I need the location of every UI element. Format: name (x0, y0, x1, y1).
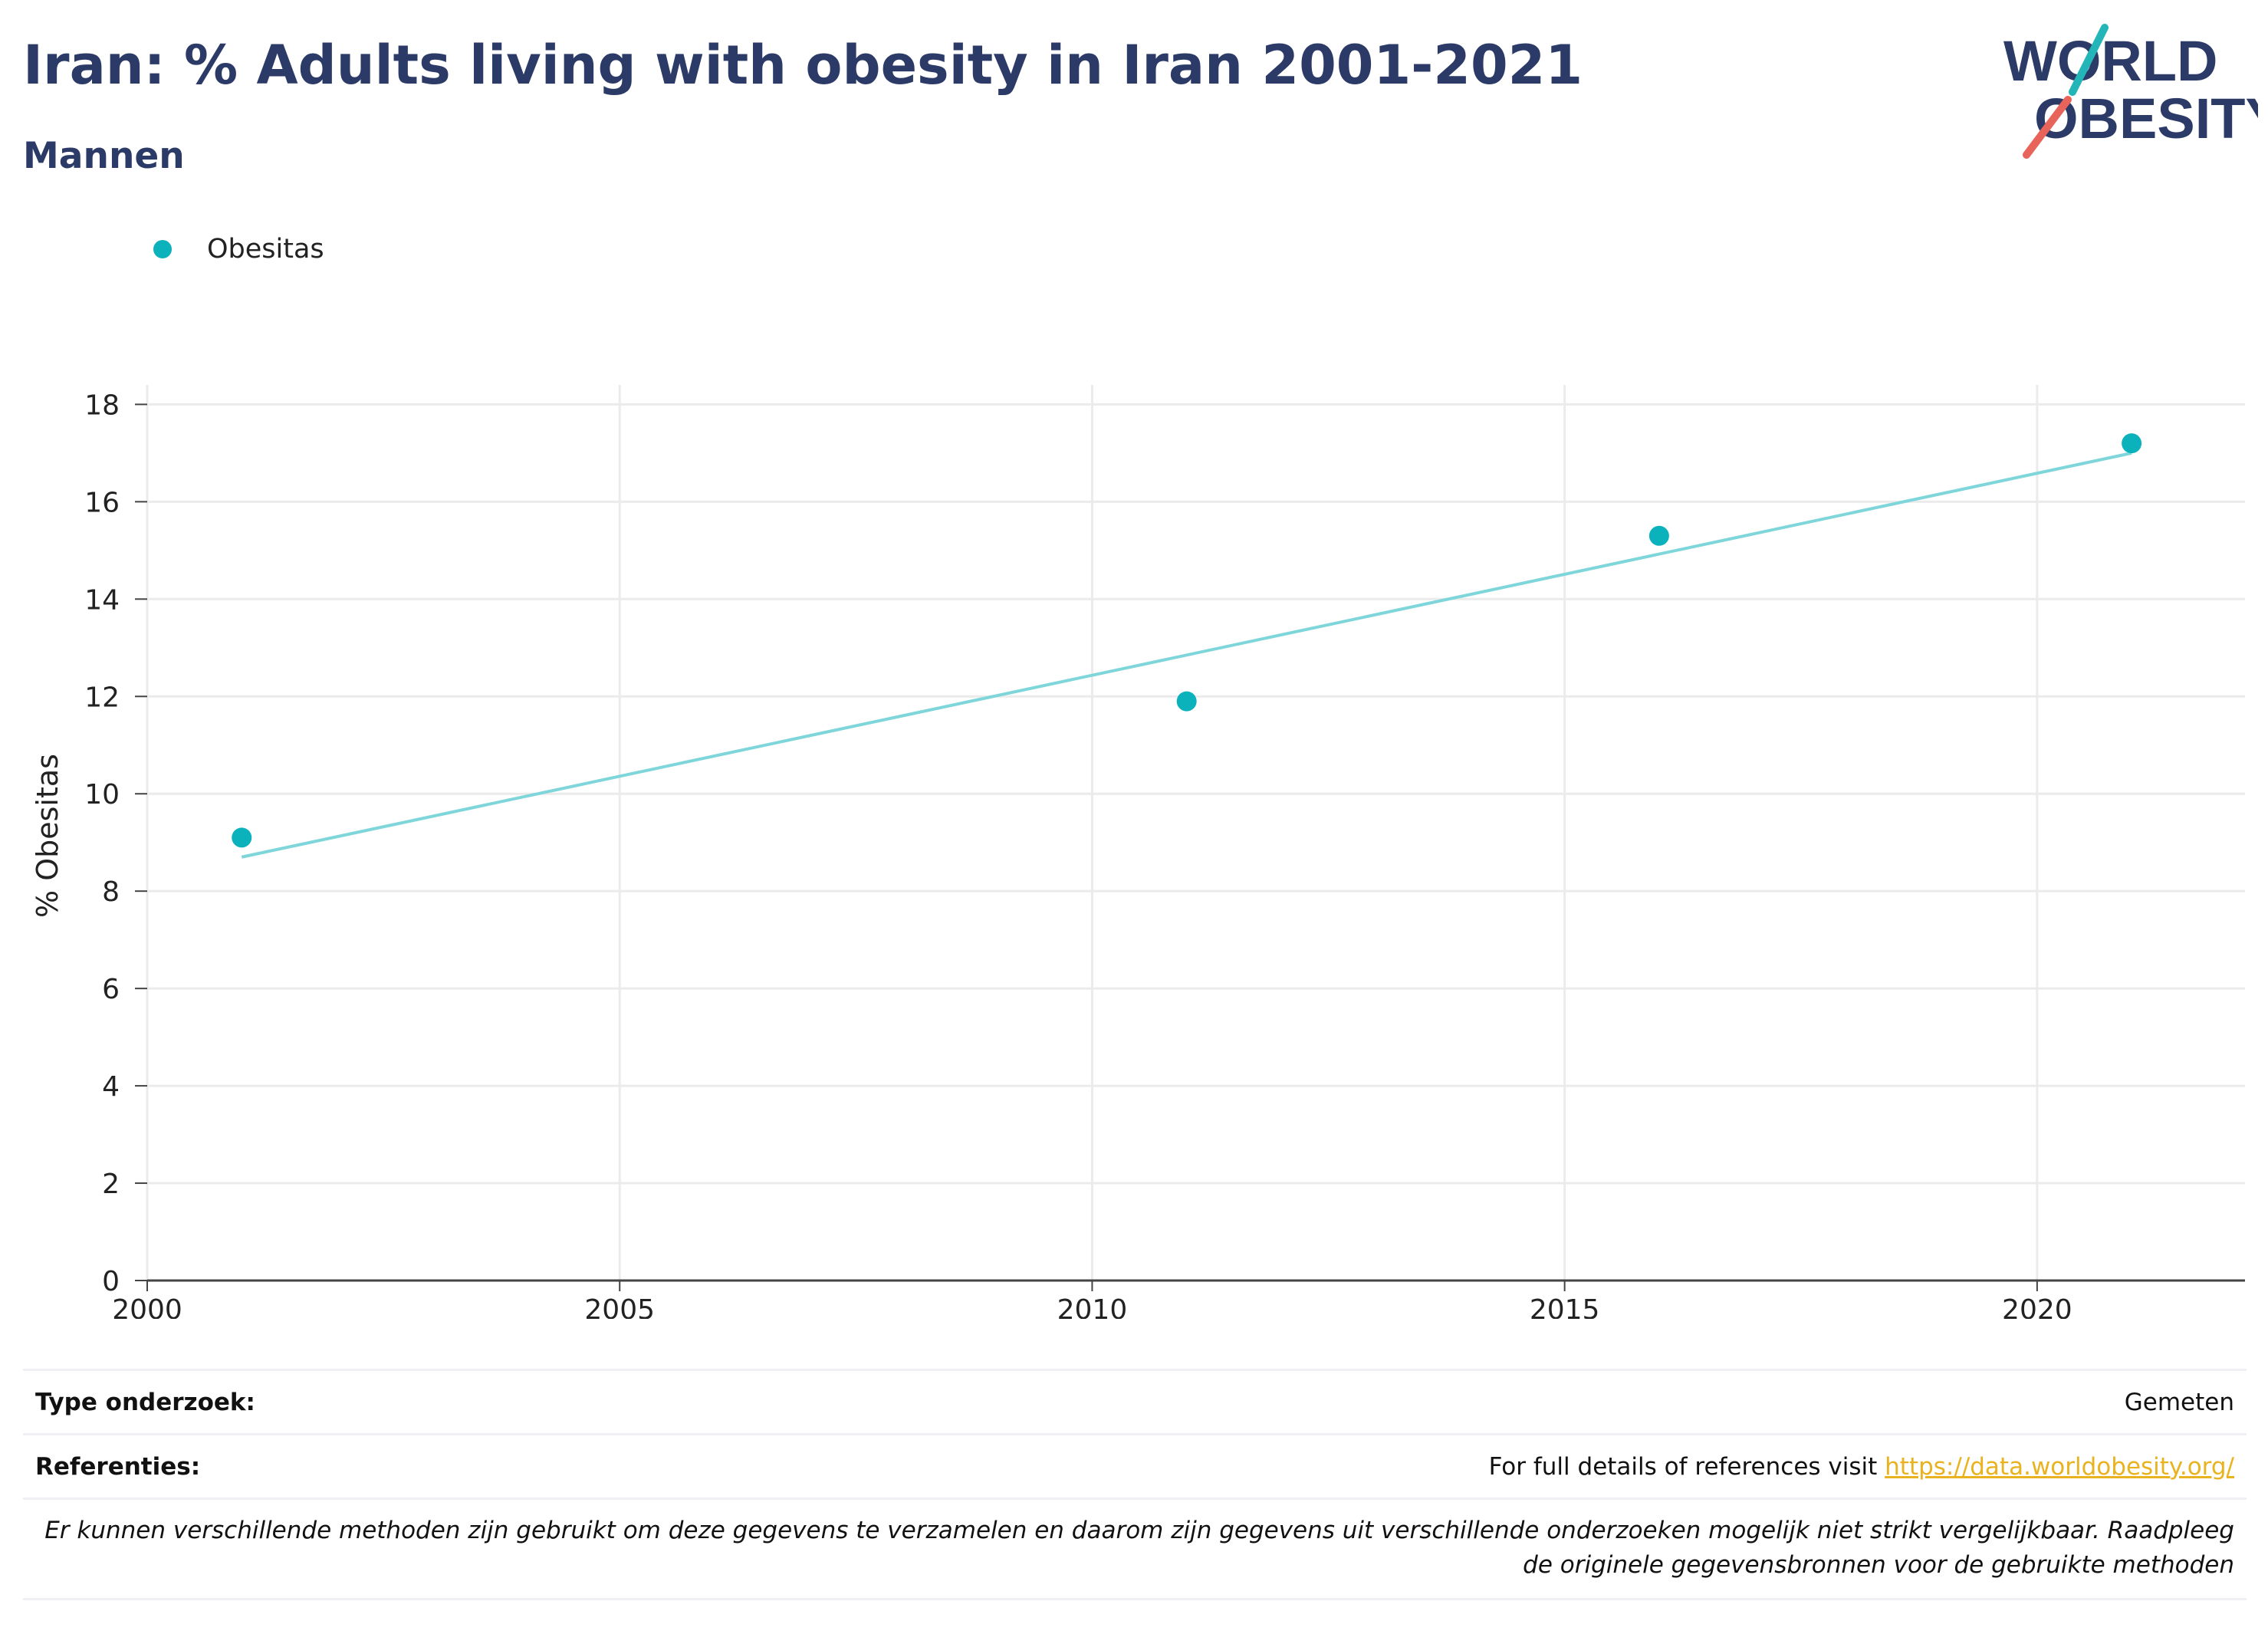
methods-note-line-1: Er kunnen verschillende methoden zijn ge… (44, 1517, 2234, 1544)
data-points (232, 433, 2142, 848)
references-label: Referenties: (35, 1452, 201, 1481)
y-tick-label: 0 (102, 1266, 120, 1297)
legend-label-obesitas[interactable]: Obesitas (207, 234, 324, 265)
page-subtitle: Mannen (23, 135, 185, 177)
x-tick-label: 2010 (1057, 1294, 1128, 1319)
world-obesity-logo: WORLD OBESITY (2003, 24, 2258, 159)
logo-word-world: WORLD (2003, 29, 2218, 93)
methods-note: Er kunnen verschillende methoden zijn ge… (23, 1498, 2247, 1600)
x-tick-label: 2000 (112, 1294, 182, 1319)
footer-row-type: Type onderzoek: Gemeten (23, 1369, 2247, 1433)
data-point (232, 827, 252, 848)
axes (135, 403, 2245, 1291)
legend: Obesitas (153, 230, 324, 268)
logo-word-obesity: OBESITY (2034, 87, 2258, 150)
y-tick-labels: 0 2 4 6 8 10 12 14 16 18 (84, 390, 120, 1297)
y-tick-label: 18 (84, 390, 120, 421)
y-tick-label: 6 (102, 974, 120, 1005)
y-tick-label: 4 (102, 1071, 120, 1103)
logo-slash-red (2023, 96, 2072, 159)
methods-note-line-2: de originele gegevensbronnen voor de geb… (1523, 1551, 2234, 1579)
y-tick-label: 2 (102, 1169, 120, 1200)
references-value: For full details of references visit htt… (1489, 1453, 2234, 1481)
type-value: Gemeten (2124, 1388, 2234, 1416)
footer: Type onderzoek: Gemeten Referenties: For… (23, 1369, 2247, 1600)
page-title: Iran: % Adults living with obesity in Ir… (23, 34, 1583, 97)
y-tick-label: 14 (84, 584, 120, 616)
y-axis-label: % Obesitas (31, 754, 64, 918)
footer-row-references: Referenties: For full details of referen… (23, 1433, 2247, 1498)
x-tick-labels: 2000 2005 2010 2015 2020 (112, 1294, 2072, 1319)
references-link[interactable]: https://data.worldobesity.org/ (1885, 1452, 2234, 1481)
references-prefix: For full details of references visit (1488, 1452, 1878, 1481)
data-point (1648, 525, 1669, 546)
y-tick-label: 8 (102, 876, 120, 908)
y-tick-label: 16 (84, 487, 120, 518)
x-tick-label: 2005 (584, 1294, 655, 1319)
legend-marker-obesitas (153, 240, 172, 258)
grid (146, 385, 2245, 1281)
logo-slash-teal (2069, 24, 2109, 96)
data-point (2122, 433, 2142, 454)
scatter-chart: 0 2 4 6 8 10 12 14 16 18 2000 2005 2010 2015 2020 % O… (31, 385, 2245, 1319)
data-point (1176, 691, 1197, 712)
trendline-group (241, 451, 2132, 859)
x-tick-label: 2020 (2002, 1294, 2072, 1319)
x-tick-label: 2015 (1530, 1294, 1600, 1319)
y-tick-label: 12 (84, 682, 120, 713)
trendline (241, 451, 2132, 859)
type-label: Type onderzoek: (35, 1388, 255, 1416)
y-tick-label: 10 (84, 779, 120, 810)
